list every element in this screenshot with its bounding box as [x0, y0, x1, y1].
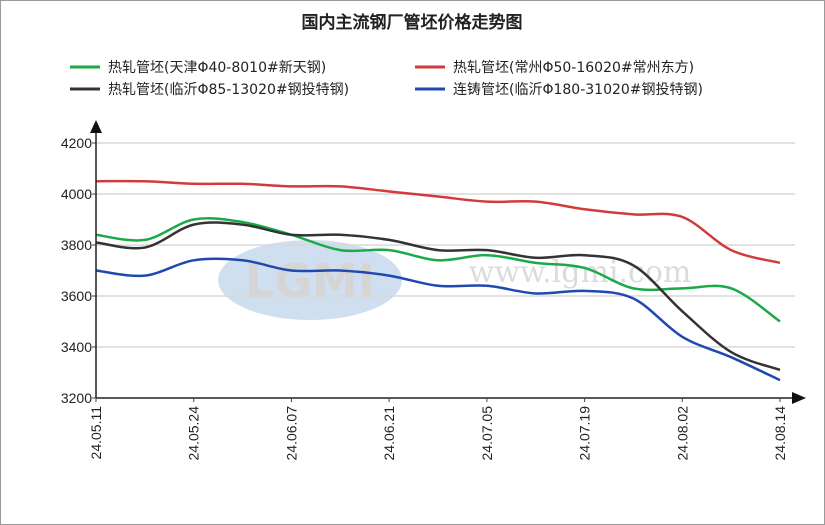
x-tick-label: 24.05.11: [88, 406, 104, 460]
x-tick-label: 24.08.02: [674, 406, 690, 461]
x-tick-label: 24.07.05: [479, 406, 495, 461]
series-line-0: [95, 217, 781, 323]
legend: 热轧管坯(天津Φ40-8010#新天钢) 热轧管坯(常州Φ50-16020#常州东…: [70, 60, 703, 98]
watermark-logo: LGMI: [245, 254, 375, 308]
y-tick-label: 3400: [61, 339, 92, 355]
y-axis-arrow-icon: [90, 120, 102, 133]
legend-label[interactable]: 连铸管坯(临沂Φ180-31020#钢投特钢): [453, 82, 703, 98]
y-tick-label: 3800: [61, 237, 92, 253]
x-tick-label: 24.05.24: [186, 406, 202, 461]
x-tick-label: 24.08.14: [772, 406, 788, 461]
series-lines: [95, 179, 781, 382]
series-line-1: [95, 179, 781, 265]
series-line-3: [95, 257, 781, 382]
y-tick-label: 3200: [61, 390, 92, 406]
grid: 4200 4000 3800 3600 3400 3200: [61, 135, 795, 406]
watermark-url: www.lgmi.com: [469, 255, 692, 290]
x-tick-label: 24.07.19: [577, 406, 593, 461]
chart-title: 国内主流钢厂管坯价格走势图: [302, 12, 523, 33]
legend-label[interactable]: 热轧管坯(天津Φ40-8010#新天钢): [108, 60, 326, 76]
legend-label[interactable]: 热轧管坯(常州Φ50-16020#常州东方): [453, 60, 694, 76]
legend-label[interactable]: 热轧管坯(临沂Φ85-13020#钢投特钢): [108, 82, 349, 98]
x-tick-label: 24.06.07: [283, 406, 299, 461]
y-tick-label: 3600: [61, 288, 92, 304]
y-tick-label: 4000: [61, 186, 92, 202]
x-axis-arrow-icon: [792, 392, 806, 404]
series-line-2: [95, 221, 781, 372]
watermark: LGMI www.lgmi.com: [218, 240, 691, 320]
axes: 24.05.11 24.05.24 24.06.07 24.06.21 24.07.05…: [88, 120, 806, 461]
x-tick-label: 24.06.21: [381, 406, 397, 461]
y-tick-label: 4200: [61, 135, 92, 151]
watermark-logo-ellipse: [218, 240, 402, 320]
